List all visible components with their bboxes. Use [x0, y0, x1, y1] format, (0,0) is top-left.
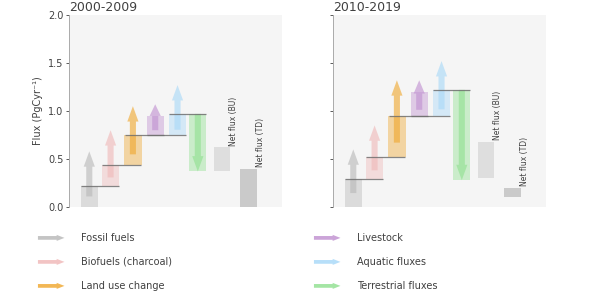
- FancyArrow shape: [84, 151, 95, 196]
- Bar: [189, 114, 206, 172]
- Text: Livestock: Livestock: [357, 233, 403, 243]
- Bar: [214, 148, 230, 172]
- FancyArrow shape: [413, 80, 425, 110]
- Text: Net flux (BU): Net flux (BU): [229, 96, 238, 146]
- Text: Fossil fuels: Fossil fuels: [81, 233, 134, 243]
- FancyArrow shape: [314, 283, 340, 289]
- FancyArrow shape: [38, 283, 64, 289]
- Bar: [478, 142, 494, 178]
- FancyArrow shape: [456, 90, 467, 180]
- Text: Net flux (TD): Net flux (TD): [520, 137, 529, 186]
- Text: Aquatic fluxes: Aquatic fluxes: [357, 257, 426, 267]
- Bar: [102, 165, 119, 186]
- FancyArrow shape: [172, 85, 183, 130]
- FancyArrow shape: [348, 149, 359, 193]
- FancyArrow shape: [38, 235, 64, 241]
- FancyArrow shape: [105, 130, 116, 177]
- FancyArrow shape: [314, 235, 340, 241]
- Bar: [169, 114, 186, 135]
- Bar: [124, 135, 142, 165]
- Text: Biofuels (charcoal): Biofuels (charcoal): [81, 257, 172, 267]
- FancyArrow shape: [436, 61, 447, 109]
- Bar: [410, 92, 428, 116]
- Text: Land use change: Land use change: [81, 281, 164, 291]
- Bar: [146, 116, 164, 135]
- Bar: [366, 157, 383, 179]
- FancyArrow shape: [192, 114, 203, 172]
- FancyArrow shape: [127, 106, 139, 154]
- Bar: [388, 116, 406, 157]
- Text: Net flux (TD): Net flux (TD): [256, 118, 265, 167]
- Bar: [453, 90, 470, 180]
- Bar: [344, 179, 362, 207]
- FancyArrow shape: [391, 80, 403, 142]
- Y-axis label: Flux (PgCyr⁻¹): Flux (PgCyr⁻¹): [32, 76, 43, 146]
- Bar: [241, 169, 257, 207]
- FancyArrow shape: [38, 259, 64, 265]
- Text: 2010-2019: 2010-2019: [333, 1, 401, 14]
- Text: 2000-2009: 2000-2009: [69, 1, 137, 14]
- FancyArrow shape: [149, 104, 161, 130]
- Text: Terrestrial fluxes: Terrestrial fluxes: [357, 281, 437, 291]
- Text: Net flux (BU): Net flux (BU): [493, 91, 502, 140]
- FancyArrow shape: [369, 125, 380, 170]
- Bar: [433, 90, 450, 116]
- Bar: [505, 188, 521, 197]
- Bar: [80, 186, 98, 207]
- FancyArrow shape: [314, 259, 340, 265]
